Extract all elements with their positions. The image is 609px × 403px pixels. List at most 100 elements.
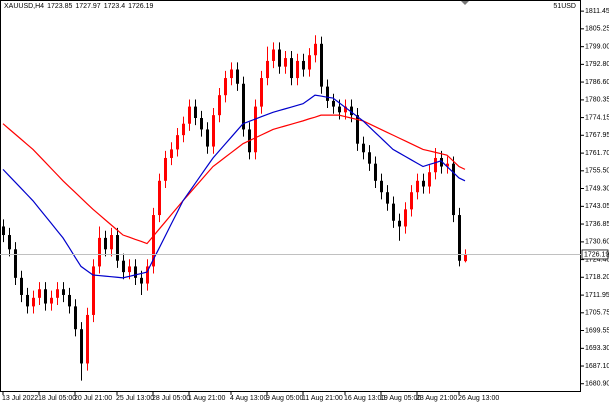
shift-marker — [461, 1, 469, 5]
y-tick-label: 1786.60 — [585, 79, 609, 86]
x-tick-label: 23 Aug 21:00 — [416, 395, 457, 402]
candle-body — [50, 297, 53, 304]
candle-body — [212, 115, 215, 147]
candle-body — [218, 95, 221, 116]
candle-body — [332, 100, 335, 107]
candle-body — [278, 49, 281, 67]
candle-body — [164, 157, 167, 181]
candle-body — [68, 294, 71, 307]
candle-body — [290, 58, 293, 79]
candle-body — [302, 60, 305, 70]
candle-body — [374, 163, 377, 181]
candle-body — [410, 192, 413, 210]
candle-body — [326, 86, 329, 101]
candle-body — [86, 314, 89, 364]
candle-body — [320, 43, 323, 87]
symbol: XAUUSD,H4 — [4, 3, 44, 10]
header-open: 1723.85 — [47, 3, 72, 10]
y-tick-label: 1774.15 — [585, 114, 609, 121]
header-high: 1727.97 — [75, 3, 100, 10]
candle-body — [194, 106, 197, 119]
candle-body — [350, 106, 353, 116]
y-tick-label: 1755.50 — [585, 168, 609, 175]
x-tick-label: 11 Aug 21:00 — [302, 395, 343, 402]
current-price-box — [581, 249, 609, 260]
y-tick-label: 1749.30 — [585, 185, 609, 192]
candle-body — [206, 129, 209, 147]
y-tick-label: 1743.05 — [585, 203, 609, 210]
candle-body — [182, 123, 185, 136]
candle-body — [110, 235, 113, 250]
x-tick-label: 26 Aug 13:00 — [458, 395, 499, 402]
candle-body — [20, 277, 23, 295]
candle-body — [224, 78, 227, 96]
candle-body — [98, 237, 101, 267]
y-tick-label: 1711.95 — [585, 292, 609, 299]
candle-body — [56, 289, 59, 298]
candle-body — [146, 266, 149, 284]
candle-body — [230, 69, 233, 79]
x-tick-label: 25 Jul 13:00 — [116, 395, 154, 402]
candle-body — [362, 143, 365, 153]
y-tick-label: 1767.95 — [585, 132, 609, 139]
candle-body — [116, 235, 119, 261]
candle-body — [392, 203, 395, 221]
candle-body — [80, 329, 83, 364]
header-close: 1726.19 — [128, 3, 153, 10]
x-tick-label: 1 Aug 21:00 — [188, 395, 225, 402]
y-tick-label: 1761.70 — [585, 150, 609, 157]
candle-body — [188, 106, 191, 124]
x-tick-label: 20 Jul 21:00 — [74, 395, 112, 402]
y-tick-label: 1693.30 — [585, 345, 609, 352]
candle-body — [398, 220, 401, 227]
candle-body — [440, 157, 443, 167]
x-tick-label: 19 Aug 05:00 — [380, 395, 421, 402]
chart-header: XAUUSD,H4 1723.85 1727.97 1723.4 1726.19 — [4, 3, 154, 10]
y-tick-label: 1792.80 — [585, 61, 609, 68]
candle-body — [434, 157, 437, 173]
candle-body — [158, 180, 161, 216]
corner-label: 51USD — [553, 3, 576, 10]
candle-body — [26, 294, 29, 307]
candle-body — [2, 226, 5, 236]
moving-average-line — [2, 114, 466, 245]
candle-body — [152, 215, 155, 267]
candle-body — [266, 60, 269, 79]
candle-body — [356, 115, 359, 144]
candle-body — [284, 58, 287, 67]
candle-body — [308, 55, 311, 70]
candle-body — [44, 289, 47, 304]
y-tick-label: 1805.25 — [585, 26, 609, 33]
candle-body — [338, 106, 341, 113]
candle-body — [260, 78, 263, 107]
candle-body — [446, 163, 449, 167]
candle-body — [32, 297, 35, 307]
y-tick-label: 1736.85 — [585, 221, 609, 228]
x-tick-label: 18 Jul 05:00 — [38, 395, 76, 402]
candle-body — [416, 180, 419, 193]
y-tick-label: 1730.60 — [585, 239, 609, 246]
y-tick-label: 1705.75 — [585, 310, 609, 317]
y-tick-label: 1680.90 — [585, 381, 609, 388]
y-tick-label: 1724.40 — [585, 256, 609, 263]
candle-body — [38, 289, 41, 298]
candle-body — [386, 192, 389, 204]
y-tick-label: 1799.00 — [585, 44, 609, 51]
x-tick-label: 13 Jul 2022 — [2, 395, 38, 402]
candle-body — [200, 118, 203, 130]
candle-body — [104, 237, 107, 250]
candle-body — [422, 180, 425, 187]
candle-body — [8, 235, 11, 250]
candle-body — [176, 135, 179, 150]
candle-body — [170, 149, 173, 158]
moving-average-line — [2, 94, 466, 279]
candle-body — [254, 106, 257, 153]
candle-body — [314, 43, 317, 56]
y-tick-label: 1811.45 — [585, 8, 609, 15]
candle-body — [236, 69, 239, 84]
candle-body — [14, 249, 17, 278]
y-tick-label: 1699.55 — [585, 327, 609, 334]
candle-body — [134, 266, 137, 278]
candle-body — [404, 209, 407, 227]
